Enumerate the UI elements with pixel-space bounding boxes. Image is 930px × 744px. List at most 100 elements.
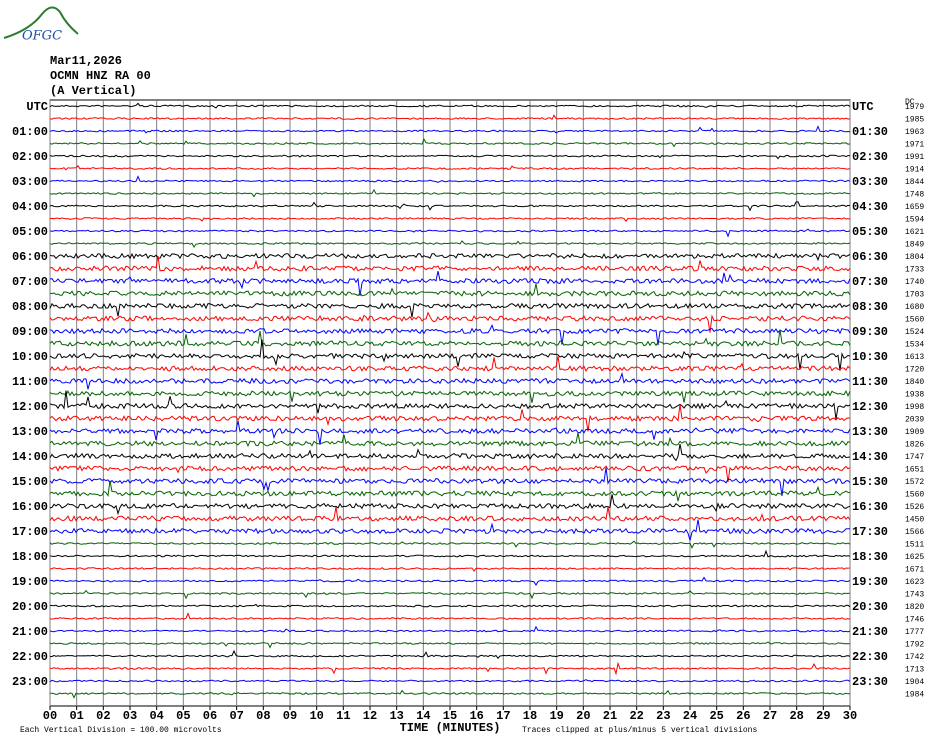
- dc-value: 1991: [905, 153, 924, 162]
- dc-value: 1963: [905, 128, 924, 137]
- left-time-label: 19:00: [12, 575, 48, 589]
- trace: [49, 506, 851, 523]
- dc-value: 1566: [905, 528, 924, 537]
- dc-value: 1984: [905, 691, 924, 700]
- trace: [49, 125, 851, 134]
- dc-value: 1511: [905, 541, 924, 550]
- right-time-label: 10:30: [852, 350, 888, 364]
- left-time-label: 07:00: [12, 275, 48, 289]
- trace: [49, 154, 851, 160]
- trace: [49, 240, 851, 248]
- left-time-label: 08:00: [12, 300, 48, 314]
- x-tick-label: 23: [656, 709, 670, 723]
- dc-value: 1792: [905, 641, 924, 650]
- dc-value: 1743: [905, 591, 924, 600]
- x-tick-label: 06: [203, 709, 217, 723]
- right-time-label: 13:30: [852, 425, 888, 439]
- dc-value: 1998: [905, 403, 924, 412]
- trace: [49, 649, 851, 660]
- logo-curve: [3, 6, 79, 39]
- x-tick-label: 02: [96, 709, 110, 723]
- x-tick-label: 13: [389, 709, 403, 723]
- trace: [49, 165, 851, 171]
- trace: [49, 390, 851, 420]
- dc-value: 1594: [905, 216, 924, 225]
- right-time-label: 23:30: [852, 675, 888, 689]
- x-tick-label: 24: [683, 709, 697, 723]
- dc-value: 1914: [905, 166, 924, 175]
- dc-value: 1560: [905, 316, 924, 325]
- x-tick-label: 12: [363, 709, 377, 723]
- left-time-label: 21:00: [12, 625, 48, 639]
- dc-value: 1621: [905, 228, 924, 237]
- right-time-label: 16:30: [852, 500, 888, 514]
- x-tick-label: 09: [283, 709, 297, 723]
- trace: [49, 371, 851, 390]
- dc-value: 1909: [905, 428, 924, 437]
- left-time-label: 14:00: [12, 450, 48, 464]
- dc-value: 2039: [905, 416, 924, 425]
- dc-value: 1625: [905, 553, 924, 562]
- x-tick-label: 07: [229, 709, 243, 723]
- dc-value: 1979: [905, 103, 924, 112]
- dc-value: 1840: [905, 378, 924, 387]
- dc-value: 1849: [905, 241, 924, 250]
- left-time-label: UTC: [26, 100, 48, 114]
- left-time-label: 18:00: [12, 550, 48, 564]
- right-time-label: 06:30: [852, 250, 888, 264]
- left-time-label: 17:00: [12, 525, 48, 539]
- trace: [49, 175, 851, 183]
- left-time-label: 02:00: [12, 150, 48, 164]
- x-tick-label: 03: [123, 709, 137, 723]
- dc-value: 1720: [905, 366, 924, 375]
- dc-value: 1747: [905, 453, 924, 462]
- dc-header: DC: [905, 98, 915, 107]
- trace: [49, 389, 851, 403]
- trace: [49, 217, 851, 223]
- left-time-label: 03:00: [12, 175, 48, 189]
- trace: [49, 612, 851, 620]
- x-tick-label: 00: [43, 709, 57, 723]
- dc-value: 1623: [905, 578, 924, 587]
- dc-value: 1659: [905, 203, 924, 212]
- left-time-label: 20:00: [12, 600, 48, 614]
- dc-value: 1572: [905, 478, 924, 487]
- left-time-label: 10:00: [12, 350, 48, 364]
- x-tick-label: 01: [69, 709, 83, 723]
- x-tick-label: 26: [736, 709, 750, 723]
- trace: [49, 589, 851, 600]
- dc-value: 1703: [905, 291, 924, 300]
- right-time-label: 14:30: [852, 450, 888, 464]
- dc-value: 1713: [905, 666, 924, 675]
- x-tick-label: 04: [149, 709, 163, 723]
- trace: [49, 576, 851, 586]
- right-time-label: 03:30: [852, 175, 888, 189]
- dc-value: 1804: [905, 253, 924, 262]
- x-tick-label: 22: [629, 709, 643, 723]
- trace: [49, 480, 851, 502]
- trace: [49, 252, 851, 262]
- trace: [49, 329, 851, 347]
- left-time-label: 01:00: [12, 125, 48, 139]
- left-time-label: 04:00: [12, 200, 48, 214]
- x-tick-label: 25: [709, 709, 723, 723]
- x-tick-label: 27: [763, 709, 777, 723]
- right-time-label: 02:30: [852, 150, 888, 164]
- x-tick-label: 14: [416, 709, 430, 723]
- dc-value: 1777: [905, 628, 924, 637]
- left-time-label: 05:00: [12, 225, 48, 239]
- trace: [49, 679, 851, 683]
- dc-value: 1904: [905, 678, 924, 687]
- right-time-label: 09:30: [852, 325, 888, 339]
- x-tick-label: 21: [603, 709, 617, 723]
- dc-value: 1671: [905, 566, 924, 575]
- dc-value: 1826: [905, 441, 924, 450]
- dc-value: 1844: [905, 178, 924, 187]
- left-time-label: 11:00: [12, 375, 48, 389]
- trace: [49, 188, 850, 198]
- trace: [49, 549, 851, 558]
- left-time-label: 15:00: [12, 475, 48, 489]
- title-line: Mar11,2026: [50, 54, 122, 68]
- trace: [49, 138, 851, 148]
- dc-value: 1560: [905, 491, 924, 500]
